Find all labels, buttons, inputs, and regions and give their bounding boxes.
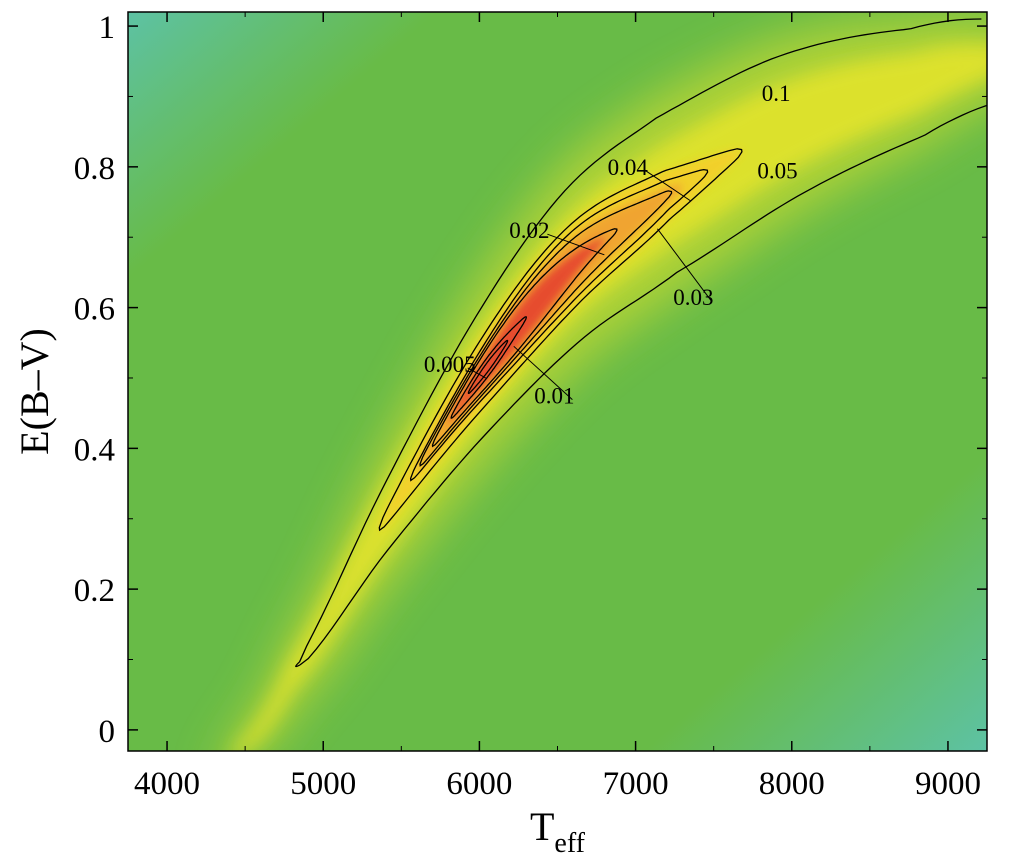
contour-label-leader [467, 367, 486, 379]
y-tick-label: 0.8 [74, 151, 115, 187]
x-tick-label: 7000 [603, 766, 669, 802]
contour-line-0-01 [450, 316, 527, 419]
contour-label: 0.02 [509, 218, 549, 243]
contour-label: 0.005 [424, 352, 476, 377]
y-axis: 0 0.2 0.4 0.6 0.8 1 [74, 10, 987, 750]
y-tick-label: 0 [99, 714, 116, 750]
contour-line-0-05 [378, 148, 743, 532]
contour-label: 0.05 [757, 158, 797, 183]
x-tick-label: 5000 [290, 766, 356, 802]
contour-lines [295, 18, 987, 668]
x-tick-label: 4000 [134, 766, 200, 802]
heat-glow-outer [225, 14, 987, 751]
plot-area [128, 12, 987, 751]
contour-line-0-02 [431, 228, 618, 448]
contour-label: 0.04 [608, 155, 649, 180]
heat-orange-core [416, 184, 683, 471]
x-axis-title-main: T [530, 804, 554, 849]
x-tick-label: 8000 [759, 766, 825, 802]
contour-label-leader [645, 170, 691, 202]
x-tick-label: 9000 [915, 766, 981, 802]
contour-label-leader [547, 233, 605, 256]
contour-label: 0.01 [534, 384, 574, 409]
x-axis: 4000 5000 6000 7000 8000 9000 [134, 12, 981, 802]
contour-label-leader [657, 228, 712, 302]
heat-glow-ridge [234, 44, 987, 751]
y-axis-title: E(B–V) [12, 328, 57, 455]
contour-line-0-03 [419, 190, 673, 467]
contour-label-leader [513, 345, 573, 400]
contour-line-0-005 [467, 339, 509, 394]
y-tick-label: 0.4 [74, 432, 115, 468]
y-tick-label: 0.2 [74, 573, 115, 609]
x-axis-title-subscript: eff [554, 828, 585, 858]
contour-label: 0.1 [762, 81, 791, 106]
contour-line-0-04 [409, 168, 709, 482]
contour-line-0-1 [295, 18, 987, 668]
y-tick-label: 1 [99, 10, 116, 46]
x-tick-label: 6000 [446, 766, 512, 802]
contour-label: 0.03 [673, 285, 713, 310]
contour-labels: 0.1 0.05 0.04 0.02 0.03 0.005 0.01 [424, 81, 798, 409]
x-axis-title: Teff [530, 804, 586, 858]
y-tick-label: 0.6 [74, 292, 115, 328]
